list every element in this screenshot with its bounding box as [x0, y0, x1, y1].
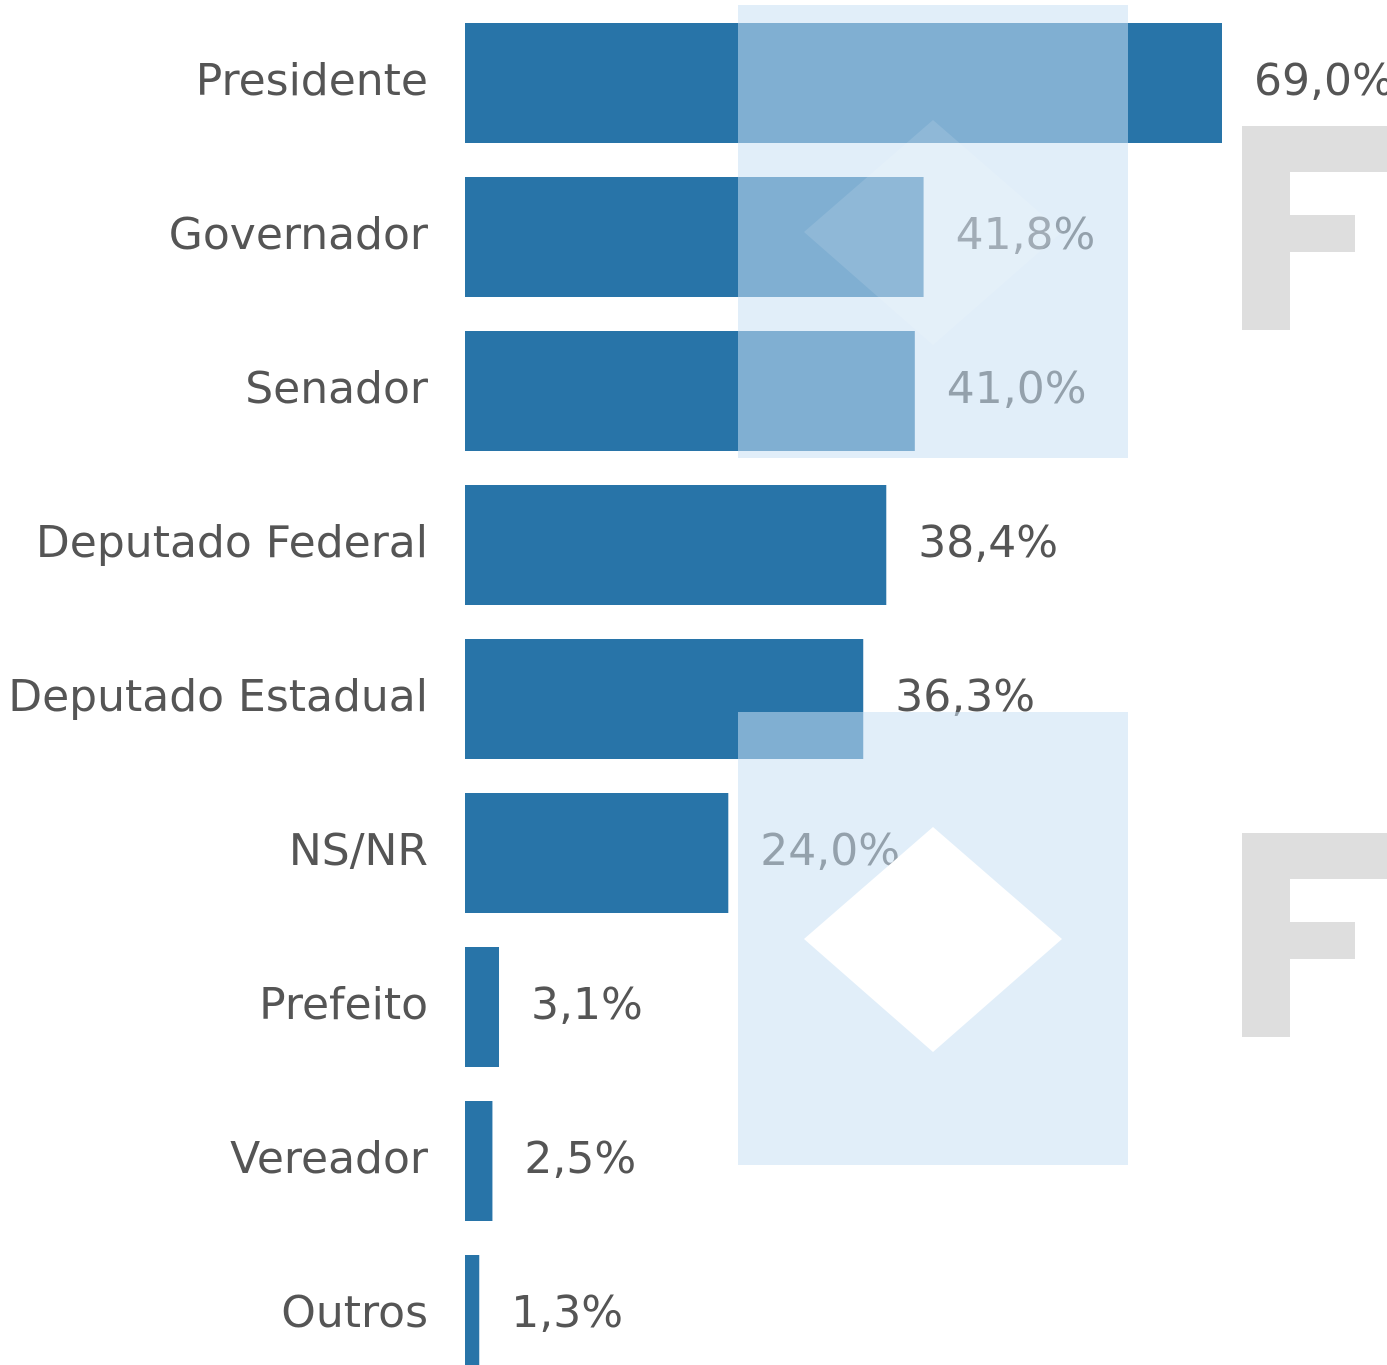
value-label: 69,0% — [1254, 55, 1387, 106]
watermark-letter — [1242, 833, 1387, 1037]
watermark-diamond — [804, 827, 1062, 1052]
bar — [465, 1101, 493, 1221]
category-label: Outros — [281, 1287, 428, 1338]
bar — [465, 485, 887, 605]
category-label: Vereador — [230, 1133, 429, 1184]
category-label: Deputado Federal — [36, 517, 428, 568]
category-label: Deputado Estadual — [8, 671, 428, 722]
category-label: Prefeito — [259, 979, 428, 1030]
value-label: 2,5% — [524, 1133, 636, 1184]
watermark-panel — [738, 5, 1128, 458]
bar — [465, 793, 729, 913]
value-label: 38,4% — [918, 517, 1058, 568]
category-label: Senador — [245, 363, 429, 414]
watermark-diamond — [804, 120, 1062, 345]
category-label: NS/NR — [289, 825, 428, 876]
value-label: 3,1% — [531, 979, 643, 1030]
watermark-letter — [1242, 126, 1387, 330]
value-label: 1,3% — [511, 1287, 623, 1338]
bar — [465, 1255, 480, 1365]
watermark — [738, 5, 1387, 1165]
category-label: Governador — [169, 209, 429, 260]
category-label: Presidente — [196, 55, 428, 106]
bar — [465, 947, 500, 1067]
